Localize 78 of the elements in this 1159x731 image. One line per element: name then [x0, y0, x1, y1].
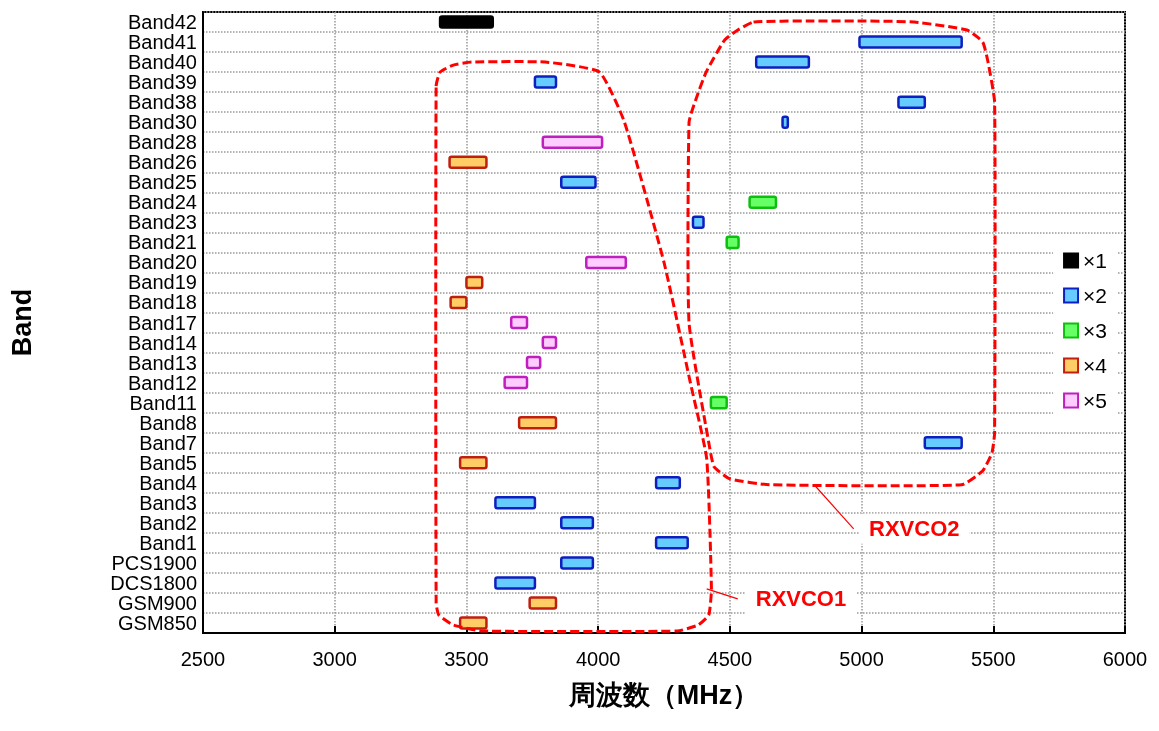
y-axis-title: Band — [6, 288, 37, 357]
y-tick-label: Band3 — [139, 491, 197, 514]
x-tick-label: 3000 — [312, 648, 357, 670]
bar — [560, 516, 595, 530]
bar — [528, 596, 558, 610]
y-tick-label: Band18 — [128, 291, 197, 314]
legend-label: ×2 — [1083, 284, 1108, 307]
bar — [709, 395, 728, 410]
x-tick-label: 5000 — [839, 648, 884, 670]
y-tick-label: Band5 — [139, 451, 197, 474]
y-tick-label: Band38 — [128, 91, 197, 114]
y-tick-label: Band17 — [128, 311, 197, 334]
y-tick-label: Band23 — [128, 211, 197, 234]
bar — [541, 135, 604, 149]
legend-label: ×4 — [1083, 354, 1108, 377]
bar — [725, 235, 740, 250]
x-tick-label: 3500 — [444, 648, 489, 670]
bar — [654, 476, 682, 490]
y-tick-label: GSM900 — [118, 591, 197, 614]
y-tick-label: DCS1800 — [110, 571, 197, 594]
x-tick-label: 6000 — [1102, 648, 1148, 670]
y-tick-label: Band4 — [139, 471, 197, 494]
bar — [509, 315, 529, 330]
y-tick-label: GSM850 — [118, 611, 197, 634]
bar — [449, 295, 468, 310]
bar — [503, 375, 529, 390]
y-tick-label: Band30 — [128, 111, 197, 134]
bar — [541, 335, 558, 350]
x-axis-title: 周波数（MHz） — [567, 679, 760, 710]
bar — [654, 536, 689, 550]
legend-label: ×5 — [1083, 389, 1108, 412]
y-tick-label: Band7 — [139, 431, 197, 454]
y-tick-label: Band25 — [128, 171, 197, 194]
bar — [560, 556, 595, 570]
x-tick-label: 2500 — [180, 648, 226, 670]
bar — [691, 215, 705, 230]
y-tick-label: Band39 — [128, 71, 197, 94]
annotation: RXVCO2 — [869, 516, 960, 542]
bar — [494, 496, 537, 510]
x-tick-label: 5500 — [971, 648, 1016, 670]
y-tick-label: Band1 — [139, 531, 197, 554]
y-tick-label: Band40 — [128, 51, 197, 74]
bar — [465, 275, 484, 290]
legend-label: ×1 — [1083, 249, 1108, 272]
y-tick-label: PCS1900 — [111, 551, 197, 574]
y-tick-label: Band13 — [128, 351, 197, 374]
y-tick-label: Band42 — [128, 11, 197, 34]
y-tick-label: Band24 — [128, 191, 197, 214]
y-tick-label: Band2 — [139, 511, 197, 534]
y-tick-label: Band8 — [139, 411, 197, 434]
x-tick-label: 4500 — [707, 648, 753, 670]
x-tick-label: 4000 — [575, 648, 621, 670]
bar — [754, 55, 811, 69]
bar — [458, 616, 488, 630]
y-tick-label: Band20 — [128, 251, 197, 274]
bar — [858, 35, 963, 49]
bar — [438, 15, 495, 29]
y-tick-label: Band28 — [128, 131, 197, 154]
bar — [525, 355, 542, 370]
y-tick-label: Band12 — [128, 371, 197, 394]
bar — [448, 155, 488, 169]
bar — [923, 435, 963, 450]
legend-label: ×3 — [1083, 319, 1108, 342]
bar — [533, 75, 558, 89]
bar — [458, 455, 488, 470]
bar — [517, 415, 558, 430]
bar — [585, 255, 628, 270]
bar — [897, 95, 927, 109]
y-tick-label: Band41 — [128, 31, 197, 54]
y-tick-label: Band14 — [128, 331, 197, 354]
annotation: RXVCO1 — [755, 586, 847, 612]
bar — [494, 576, 537, 590]
y-tick-label: Band21 — [128, 231, 197, 254]
y-tick-label: Band11 — [129, 391, 197, 414]
y-tick-label: Band19 — [128, 271, 197, 294]
y-tick-label: Band26 — [128, 151, 197, 174]
bar — [748, 195, 778, 210]
bar — [560, 175, 597, 190]
